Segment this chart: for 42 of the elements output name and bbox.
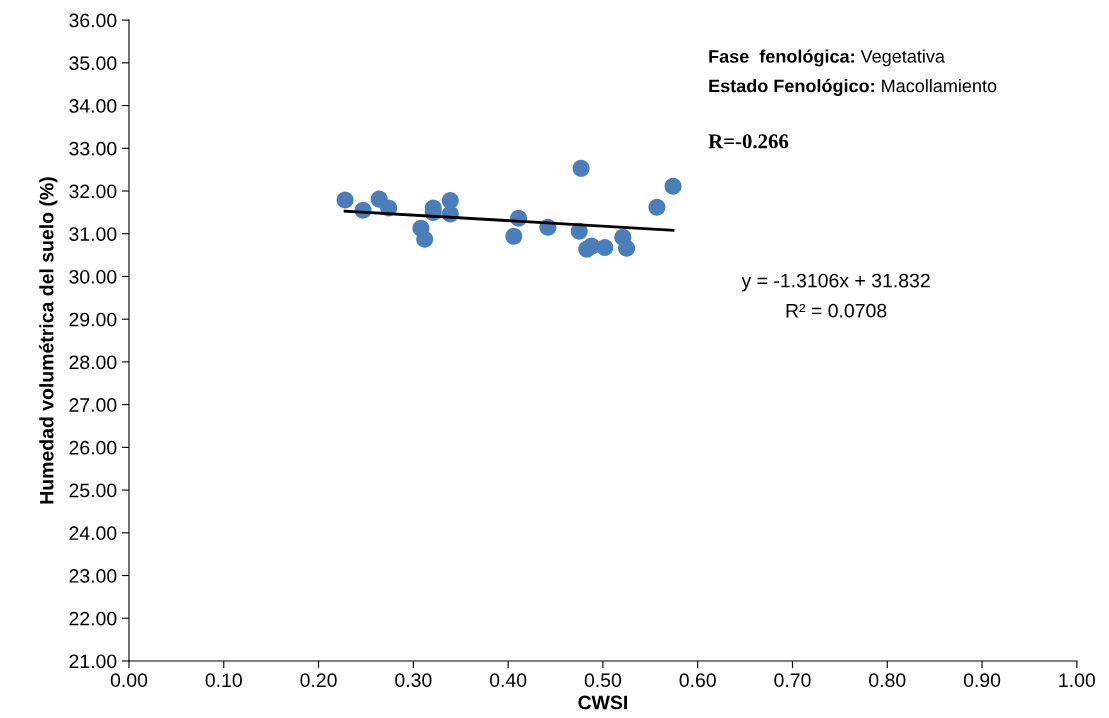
point — [618, 239, 636, 257]
point — [648, 198, 666, 216]
x-tick-label: 0.40 — [489, 673, 527, 688]
y-tick-label: 21.00 — [69, 654, 117, 669]
point — [596, 238, 614, 256]
x-tick-label: 0.60 — [679, 673, 716, 688]
y-tick-label: 32.00 — [69, 184, 117, 199]
x-axis-title: CWSI — [578, 695, 627, 710]
x-tick-label: 0.00 — [110, 673, 148, 688]
point — [572, 159, 590, 177]
y-tick-label: 26.00 — [69, 440, 117, 455]
y-tick-label: 34.00 — [69, 99, 117, 113]
x-tick-label: 0.70 — [774, 673, 811, 688]
point — [336, 191, 354, 209]
annotation: R² = 0.0708 — [786, 303, 887, 318]
y-tick-label: 31.00 — [69, 227, 117, 241]
annotation: y = -1.3106x + 31.832 — [741, 273, 930, 292]
point — [505, 227, 523, 245]
y-tick-label: 25.00 — [69, 483, 117, 498]
y-tick-label: 23.00 — [69, 569, 117, 583]
y-tick-label: 33.00 — [69, 141, 117, 156]
y-tick-label: 35.00 — [69, 56, 117, 71]
x-tick-label: 0.30 — [395, 673, 432, 688]
y-axis-title: Humedad volumétrica del suelo (%) — [39, 177, 58, 504]
x-tick-label: 0.80 — [869, 673, 906, 688]
y-tick-label: 30.00 — [69, 269, 117, 284]
point — [664, 177, 682, 195]
annotation: Estado Fenológico: Macollamiento — [709, 78, 997, 96]
x-tick-label: 0.20 — [300, 673, 337, 688]
y-tick-label: 36.00 — [69, 13, 117, 28]
y-tick-label: 27.00 — [69, 398, 117, 412]
x-tick-label: 1.00 — [1059, 673, 1095, 688]
y-tick-label: 22.00 — [69, 611, 117, 626]
x-tick-label: 0.90 — [963, 673, 1001, 688]
y-tick-label: 28.00 — [69, 355, 117, 370]
x-tick-label: 0.10 — [205, 673, 242, 688]
x-tick-label: 0.50 — [584, 673, 622, 688]
annotation: Fase fenológica: Vegetativa — [709, 49, 945, 67]
y-tick-label: 29.00 — [69, 312, 117, 327]
annotation: R=-0.266 — [708, 134, 789, 149]
y-tick-label: 24.00 — [69, 526, 117, 541]
point — [416, 230, 434, 248]
